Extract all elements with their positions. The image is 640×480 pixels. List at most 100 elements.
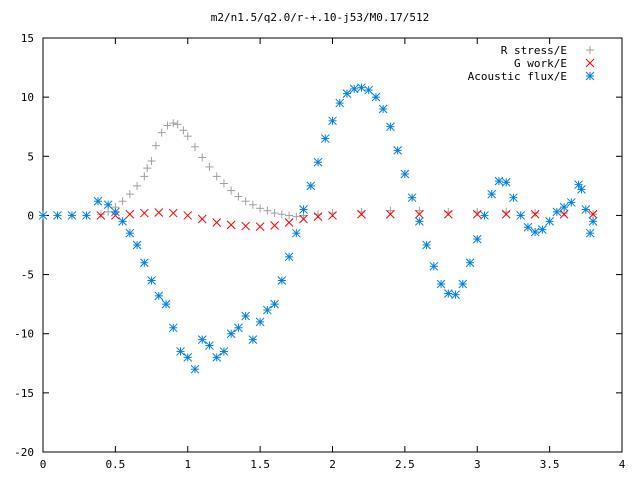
x-tick-label: 4 — [619, 458, 626, 471]
data-point — [559, 202, 569, 212]
data-point — [96, 211, 106, 220]
data-point — [173, 120, 182, 129]
series-layer — [38, 83, 598, 374]
data-point — [234, 323, 243, 333]
data-point — [198, 153, 207, 162]
data-point — [291, 228, 301, 238]
data-point — [436, 279, 446, 289]
data-point — [357, 209, 366, 219]
data-point — [552, 207, 562, 217]
data-point — [465, 258, 475, 268]
data-point — [458, 279, 468, 289]
data-point — [125, 190, 134, 199]
data-point — [190, 364, 200, 374]
data-point — [494, 176, 504, 186]
data-point — [227, 186, 236, 195]
data-point — [179, 126, 188, 135]
data-point — [96, 210, 105, 219]
data-point — [118, 197, 127, 206]
data-point — [585, 228, 595, 238]
data-point — [219, 347, 229, 356]
x-tick-label: 0 — [40, 458, 47, 471]
data-point — [241, 197, 250, 206]
series-1 — [96, 208, 598, 232]
data-point — [277, 210, 286, 219]
data-point — [400, 169, 410, 179]
data-point — [393, 146, 402, 155]
data-point — [386, 209, 395, 219]
legend-label: R stress/E — [501, 44, 567, 57]
data-point — [125, 228, 135, 238]
y-tick-label: -15 — [14, 387, 34, 400]
data-point — [407, 193, 417, 203]
data-point — [299, 205, 308, 214]
data-point — [371, 92, 381, 102]
data-point — [414, 216, 424, 226]
data-point — [147, 276, 156, 285]
data-point — [151, 141, 160, 150]
data-point — [139, 258, 149, 268]
data-point — [386, 122, 395, 132]
axis-ticks: 0 0.5 1 1.5 2 2.5 3 3.5 4 15 10 5 0 -5 -10 -15 -20 — [14, 32, 626, 471]
y-tick-label: 5 — [27, 150, 34, 163]
data-point — [212, 353, 222, 362]
data-point — [581, 205, 591, 214]
data-point — [313, 157, 323, 167]
data-point — [501, 177, 511, 187]
data-point — [212, 218, 222, 227]
data-point — [451, 290, 460, 300]
data-point — [176, 347, 185, 356]
legend-label: G work/E — [514, 57, 567, 70]
data-point — [378, 104, 388, 114]
data-point — [270, 221, 279, 230]
series-2 — [38, 83, 598, 374]
data-point — [566, 198, 576, 207]
data-point — [531, 209, 540, 218]
data-point — [277, 276, 287, 285]
data-point — [241, 311, 251, 321]
data-point — [349, 84, 359, 94]
data-point — [335, 98, 345, 108]
data-point — [190, 142, 199, 151]
x-tick-label: 2.5 — [395, 458, 415, 471]
data-point — [299, 214, 308, 224]
data-point — [118, 216, 127, 226]
data-point — [292, 212, 301, 221]
data-point — [133, 181, 142, 190]
chart-title: m2/n1.5/q2.0/r-+.10-j53/M0.17/512 — [211, 11, 430, 24]
data-point — [104, 207, 113, 216]
data-point — [93, 196, 103, 206]
data-point — [147, 157, 156, 166]
data-point — [270, 209, 279, 218]
legend-marker — [585, 71, 595, 81]
x-tick-label: 1 — [184, 458, 191, 471]
y-tick-label: 0 — [27, 209, 34, 222]
data-point — [284, 252, 294, 262]
data-point — [270, 299, 279, 309]
data-point — [386, 206, 395, 215]
data-point — [342, 89, 352, 98]
data-point — [509, 193, 518, 203]
data-point — [161, 299, 171, 309]
data-point — [212, 172, 221, 181]
data-point — [487, 189, 497, 199]
data-point — [285, 211, 294, 220]
data-point — [530, 227, 540, 237]
data-point — [545, 216, 554, 226]
data-point — [256, 204, 265, 213]
data-point — [328, 116, 337, 126]
legend-marker — [585, 58, 595, 68]
data-point — [226, 220, 236, 230]
data-point — [429, 261, 439, 271]
data-point — [530, 209, 540, 219]
data-point — [255, 222, 265, 232]
data-point — [154, 291, 164, 301]
data-point — [157, 128, 166, 137]
data-point — [422, 240, 431, 250]
data-point — [320, 134, 330, 143]
y-tick-label: -10 — [14, 328, 34, 341]
data-point — [248, 200, 257, 209]
data-point — [197, 335, 207, 344]
data-point — [241, 221, 251, 231]
